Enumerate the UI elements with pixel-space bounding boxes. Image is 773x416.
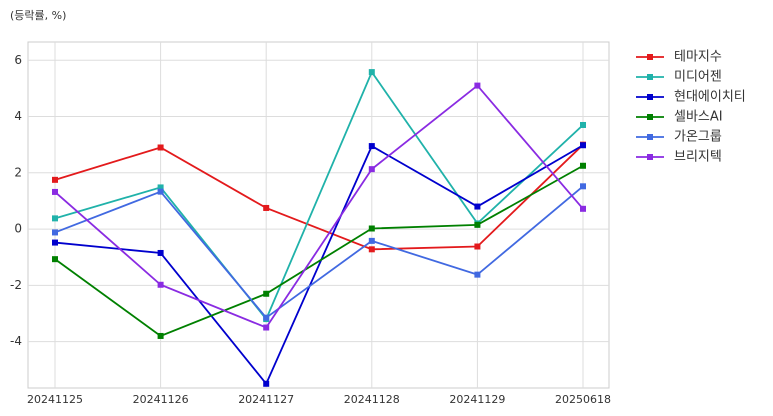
legend-marker: [647, 54, 653, 60]
series-line: [54, 84, 584, 329]
legend-label: 현대에이치티: [674, 90, 746, 105]
legend-marker: [647, 74, 653, 80]
x-tick-label: 20241126: [133, 393, 189, 406]
legend-marker: [647, 114, 653, 120]
marker: [263, 314, 270, 321]
marker: [52, 188, 58, 195]
marker: [368, 246, 375, 253]
series-line: [54, 144, 584, 251]
y-tick-label: -2: [10, 278, 22, 292]
series-line: [54, 185, 584, 319]
x-tick-label: 20250618: [555, 393, 611, 406]
y-tick-label: 4: [14, 109, 22, 123]
x-tick-label: 20241125: [27, 393, 83, 406]
marker: [474, 82, 481, 89]
series-line: [54, 164, 584, 337]
marker: [52, 215, 58, 222]
legend-label: 브리지텍: [674, 150, 722, 165]
legend-label: 미디어젠: [674, 70, 722, 85]
legend-label: 테마지수: [674, 50, 722, 65]
marker: [157, 188, 164, 195]
marker: [52, 239, 58, 246]
marker: [157, 184, 164, 191]
marker: [52, 256, 58, 263]
series-line: [54, 70, 584, 321]
series-line: [54, 144, 584, 386]
marker: [368, 237, 375, 244]
legend-marker: [647, 154, 653, 160]
x-tick-label: 20241129: [449, 393, 505, 406]
y-tick-label: 6: [14, 53, 22, 67]
legend-label: 셀바스AI: [674, 110, 723, 125]
marker: [157, 249, 164, 256]
marker: [368, 166, 375, 173]
x-tick-label: 20241127: [238, 393, 294, 406]
marker: [52, 176, 58, 183]
marker: [52, 229, 58, 236]
marker: [474, 221, 481, 228]
marker: [263, 290, 270, 297]
plot-area: [27, 41, 610, 389]
marker: [580, 183, 586, 190]
marker: [157, 281, 164, 288]
y-tick-label: -4: [10, 334, 22, 348]
marker: [157, 332, 164, 339]
marker: [368, 143, 375, 150]
marker: [580, 162, 586, 169]
legend-label: 가온그룹: [674, 130, 722, 145]
marker: [368, 69, 375, 76]
y-tick-label: 0: [14, 222, 22, 236]
marker: [580, 205, 586, 212]
legend-marker: [647, 94, 653, 100]
y-tick-label: 2: [14, 165, 22, 179]
marker: [580, 121, 586, 128]
y-axis-label: (등락률, %): [10, 9, 66, 22]
marker: [263, 324, 270, 331]
marker: [263, 380, 270, 387]
marker: [368, 225, 375, 232]
marker: [474, 271, 481, 278]
legend-marker: [647, 134, 653, 140]
marker: [157, 144, 164, 151]
marker: [474, 203, 481, 210]
x-tick-label: 20241128: [344, 393, 400, 406]
marker: [580, 142, 586, 149]
marker: [474, 243, 481, 250]
marker: [263, 204, 270, 211]
